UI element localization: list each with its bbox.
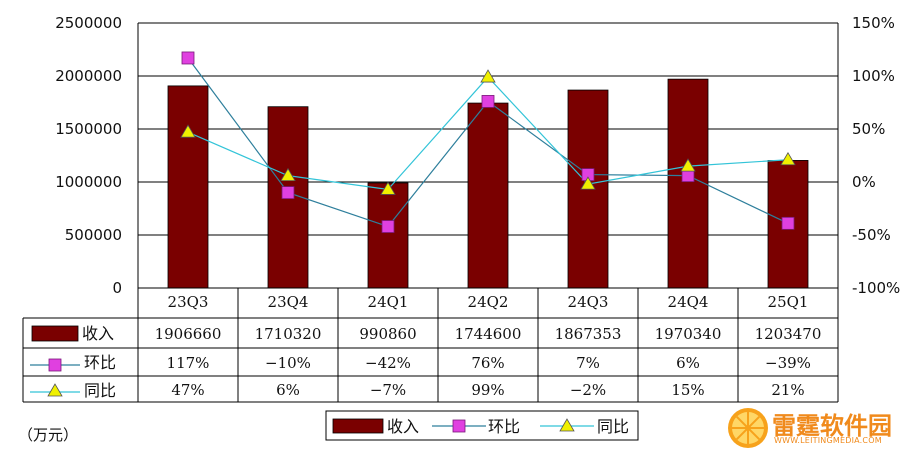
watermark-logo: 雷霆软件园 WWW.LEITINGMEDIA.COM <box>724 404 920 452</box>
left-tick-label: 1000000 <box>55 173 122 191</box>
row-label-revenue: 收入 <box>82 324 114 343</box>
yoy-point-24Q3 <box>580 176 596 190</box>
row-label-mom: 环比 <box>84 353 116 372</box>
right-tick-label: 100% <box>852 67 895 85</box>
plot-frame <box>137 23 839 288</box>
data-label: −42% <box>365 354 411 372</box>
right-tick-label: 150% <box>852 14 895 32</box>
left-tick-label: 2000000 <box>55 67 122 85</box>
left-axis-ticks: 0 500000 1000000 1500000 2000000 2500000 <box>55 14 122 297</box>
data-label: 1867353 <box>555 325 622 343</box>
category-label: 25Q1 <box>768 293 809 311</box>
yoy-point-24Q2 <box>480 69 496 83</box>
data-table: 23Q3 23Q4 24Q1 24Q2 24Q3 24Q4 25Q1 1906660 17103… <box>22 287 839 403</box>
bar-24Q2 <box>467 102 509 289</box>
legend-mom-label: 环比 <box>488 417 520 436</box>
data-label: 117% <box>167 354 210 372</box>
category-label: 24Q2 <box>468 293 509 311</box>
data-label: 21% <box>771 381 804 399</box>
mom-point-23Q4 <box>281 186 295 200</box>
right-tick-label: -50% <box>852 226 891 244</box>
data-label: 1906660 <box>155 325 222 343</box>
yoy-point-25Q1 <box>780 151 796 166</box>
legend-yoy-marker <box>559 418 575 432</box>
row-label-yoy: 同比 <box>84 381 116 400</box>
watermark-url: WWW.LEITINGMEDIA.COM <box>774 436 882 445</box>
yoy-point-24Q4 <box>680 158 696 172</box>
bar-23Q3 <box>167 85 209 289</box>
data-label: −2% <box>570 381 606 399</box>
left-tick-label: 0 <box>112 279 122 297</box>
legend-revenue-label: 收入 <box>387 417 419 436</box>
mom-point-23Q3 <box>181 51 195 65</box>
left-tick-label: 1500000 <box>55 120 122 138</box>
watermark-text: 雷霆软件园 <box>772 412 892 440</box>
category-label: 24Q4 <box>668 293 709 311</box>
legend: 收入 环比 同比 <box>325 410 639 441</box>
orange-slice-icon <box>728 408 768 448</box>
right-tick-label: 0% <box>852 173 876 191</box>
mom-key-marker <box>48 358 62 372</box>
data-label: 15% <box>671 381 704 399</box>
data-label: −10% <box>265 354 311 372</box>
yoy-key-marker <box>47 383 63 397</box>
data-label: 7% <box>576 354 600 372</box>
revenue-key <box>31 325 79 342</box>
data-label: 990860 <box>359 325 416 343</box>
bar-24Q4 <box>667 78 709 289</box>
legend-mom-marker <box>452 419 466 433</box>
legend-yoy-label: 同比 <box>597 417 629 436</box>
legend-revenue-swatch <box>332 418 384 434</box>
right-tick-label: 50% <box>852 120 885 138</box>
data-label: 47% <box>171 381 204 399</box>
series-markers <box>180 51 796 233</box>
mom-point-25Q1 <box>781 216 795 230</box>
data-label: −39% <box>765 354 811 372</box>
category-label: 24Q1 <box>368 293 409 311</box>
right-axis-ticks: -100% -50% 0% 50% 100% 150% <box>852 14 900 297</box>
data-label: −7% <box>370 381 406 399</box>
category-label: 23Q4 <box>268 293 309 311</box>
bar-24Q1 <box>367 182 409 289</box>
yoy-point-24Q1 <box>380 181 396 195</box>
right-tick-label: -100% <box>852 279 900 297</box>
unit-note: （万元） <box>18 426 79 444</box>
category-label: 23Q3 <box>168 293 209 311</box>
data-label: 1744600 <box>455 325 522 343</box>
data-label: 99% <box>471 381 504 399</box>
left-tick-label: 500000 <box>65 226 122 244</box>
data-label: 6% <box>276 381 300 399</box>
data-label: 76% <box>471 354 504 372</box>
yoy-point-23Q4 <box>280 167 296 182</box>
left-tick-label: 2500000 <box>55 14 122 32</box>
category-label: 24Q3 <box>568 293 609 311</box>
yoy-point-23Q3 <box>180 124 196 138</box>
mom-point-24Q2 <box>481 95 495 108</box>
data-label: 6% <box>676 354 700 372</box>
revenue-bars <box>167 78 809 289</box>
data-label: 1203470 <box>755 325 822 343</box>
data-label: 1970340 <box>655 325 722 343</box>
mom-point-24Q1 <box>381 220 395 233</box>
data-label: 1710320 <box>255 325 322 343</box>
